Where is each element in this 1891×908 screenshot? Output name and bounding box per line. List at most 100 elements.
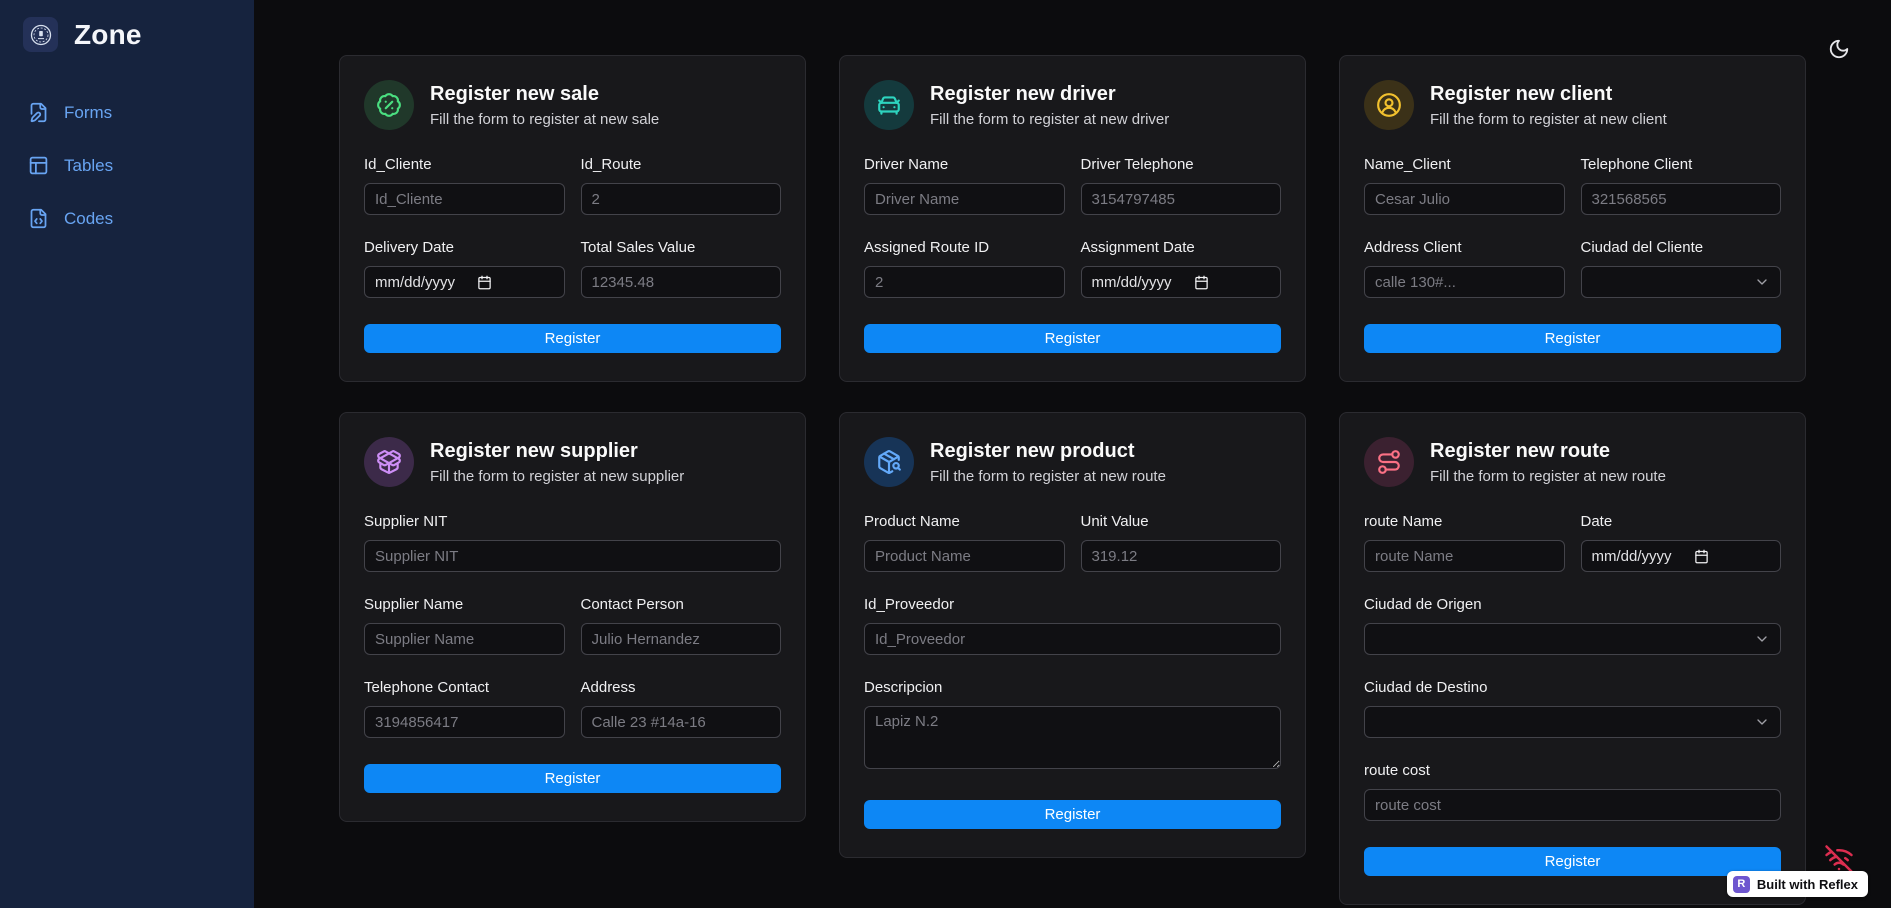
assignment-date-date-input[interactable]: mm/dd/yyyy — [1080, 266, 1281, 298]
ciudad-de-origen-label: Ciudad de Origen — [1364, 596, 1482, 613]
date-date-input[interactable]: mm/dd/yyyy — [1580, 540, 1781, 572]
total-sales-value-input[interactable] — [580, 266, 781, 298]
route-cost-label: route cost — [1364, 762, 1430, 779]
form-field-name-client: Name_Client — [1364, 156, 1565, 215]
register-card-supplier: Register new supplier Fill the form to r… — [339, 412, 806, 822]
card-fields: route Name Date mm/dd/yyyy Ciudad de Origen… — [1364, 513, 1781, 821]
theme-toggle-button[interactable] — [1828, 36, 1854, 62]
sidebar: Zone Forms Tables Codes — [0, 0, 254, 908]
chevron-down-icon — [1754, 274, 1770, 290]
ciudad-de-origen-select[interactable] — [1364, 623, 1781, 655]
form-field-route-cost: route cost — [1364, 762, 1781, 821]
address-client-input[interactable] — [1364, 266, 1565, 298]
product-name-input[interactable] — [864, 540, 1065, 572]
card-subtitle: Fill the form to register at new route — [930, 467, 1166, 485]
form-field-id-cliente: Id_Cliente — [364, 156, 565, 215]
unit-value-input[interactable] — [1080, 540, 1281, 572]
card-subtitle: Fill the form to register at new driver — [930, 110, 1170, 128]
delivery-date-label: Delivery Date — [364, 239, 455, 256]
card-subtitle: Fill the form to register at new supplie… — [430, 467, 685, 485]
register-button-client[interactable]: Register — [1364, 324, 1781, 353]
card-header: Register new route Fill the form to regi… — [1364, 437, 1781, 487]
ciudad-de-destino-select[interactable] — [1364, 706, 1781, 738]
name-client-input[interactable] — [1364, 183, 1565, 215]
sidebar-item-codes[interactable]: Codes — [0, 192, 254, 245]
sidebar-item-tables[interactable]: Tables — [0, 139, 254, 192]
card-header: Register new product Fill the form to re… — [864, 437, 1281, 487]
product-name-label: Product Name — [864, 513, 960, 530]
ciudad-del-cliente-select[interactable] — [1580, 266, 1781, 298]
delivery-date-date-input[interactable]: mm/dd/yyyy — [364, 266, 565, 298]
card-title: Register new supplier — [430, 439, 638, 462]
supplier-name-label: Supplier Name — [364, 596, 464, 613]
name-client-label: Name_Client — [1364, 156, 1451, 173]
register-button-route[interactable]: Register — [1364, 847, 1781, 876]
moon-icon — [1828, 38, 1854, 60]
card-title: Register new sale — [430, 82, 599, 105]
route-cost-input[interactable] — [1364, 789, 1781, 821]
register-button-product[interactable]: Register — [864, 800, 1281, 829]
circle-user-icon — [1364, 80, 1414, 130]
supplier-nit-label: Supplier NIT — [364, 513, 448, 530]
register-button-driver[interactable]: Register — [864, 324, 1281, 353]
form-field-address: Address — [580, 679, 781, 738]
register-card-sale: Register new sale Fill the form to regis… — [339, 55, 806, 382]
descripcion-textarea[interactable] — [864, 706, 1281, 769]
form-field-descripcion: Descripcion — [864, 679, 1281, 774]
built-with-reflex-badge[interactable]: R Built with Reflex — [1726, 871, 1868, 897]
register-button-supplier[interactable]: Register — [364, 764, 781, 793]
sidebar-item-forms[interactable]: Forms — [0, 86, 254, 139]
supplier-name-input[interactable] — [364, 623, 565, 655]
address-input[interactable] — [580, 706, 781, 738]
register-card-client: Register new client Fill the form to reg… — [1339, 55, 1806, 382]
supplier-nit-input[interactable] — [364, 540, 781, 572]
id-route-input[interactable] — [580, 183, 781, 215]
app-brand: Zone — [0, 0, 254, 52]
driver-name-label: Driver Name — [864, 156, 949, 173]
route-name-label: route Name — [1364, 513, 1443, 530]
date-format-text: mm/dd/yyyy — [1591, 547, 1672, 565]
id-proveedor-input[interactable] — [864, 623, 1281, 655]
route-name-input[interactable] — [1364, 540, 1565, 572]
form-field-supplier-nit: Supplier NIT — [364, 513, 781, 572]
table-icon — [28, 155, 49, 176]
form-field-unit-value: Unit Value — [1080, 513, 1281, 572]
card-subtitle: Fill the form to register at new client — [1430, 110, 1667, 128]
assigned-route-id-input[interactable] — [864, 266, 1065, 298]
card-title: Register new route — [1430, 439, 1611, 462]
register-card-driver: Register new driver Fill the form to reg… — [839, 55, 1306, 382]
card-header: Register new sale Fill the form to regis… — [364, 80, 781, 130]
reflex-logo-icon: R — [1732, 875, 1750, 893]
sidebar-item-label: Codes — [64, 208, 114, 228]
telephone-contact-input[interactable] — [364, 706, 565, 738]
card-header: Register new client Fill the form to reg… — [1364, 80, 1781, 130]
telephone-client-input[interactable] — [1580, 183, 1781, 215]
form-field-telephone-contact: Telephone Contact — [364, 679, 565, 738]
ciudad-de-destino-label: Ciudad de Destino — [1364, 679, 1488, 696]
contact-person-input[interactable] — [580, 623, 781, 655]
card-header-text: Register new sale Fill the form to regis… — [430, 83, 659, 128]
card-header: Register new driver Fill the form to reg… — [864, 80, 1281, 130]
chevron-down-icon — [1754, 714, 1770, 730]
telephone-contact-label: Telephone Contact — [364, 679, 490, 696]
form-field-driver-name: Driver Name — [864, 156, 1065, 215]
driver-name-input[interactable] — [864, 183, 1065, 215]
card-header-text: Register new supplier Fill the form to r… — [430, 440, 684, 485]
card-fields: Name_Client Telephone Client Address Clien… — [1364, 156, 1781, 298]
form-field-date: Date mm/dd/yyyy — [1580, 513, 1781, 572]
card-header-text: Register new client Fill the form to reg… — [1430, 83, 1667, 128]
form-field-address-client: Address Client — [1364, 239, 1565, 298]
date-label: Date — [1580, 513, 1613, 530]
card-fields: Driver Name Driver Telephone Assigned Rout… — [864, 156, 1281, 298]
driver-telephone-input[interactable] — [1080, 183, 1281, 215]
card-title: Register new client — [1430, 82, 1613, 105]
id-route-label: Id_Route — [580, 156, 642, 173]
id-cliente-input[interactable] — [364, 183, 565, 215]
card-subtitle: Fill the form to register at new route — [1430, 467, 1666, 485]
register-button-sale[interactable]: Register — [364, 324, 781, 353]
card-title: Register new product — [930, 439, 1135, 462]
assigned-route-id-label: Assigned Route ID — [864, 239, 990, 256]
date-format-text: mm/dd/yyyy — [1091, 273, 1172, 291]
chevron-down-icon — [1754, 631, 1770, 647]
form-field-contact-person: Contact Person — [580, 596, 781, 655]
